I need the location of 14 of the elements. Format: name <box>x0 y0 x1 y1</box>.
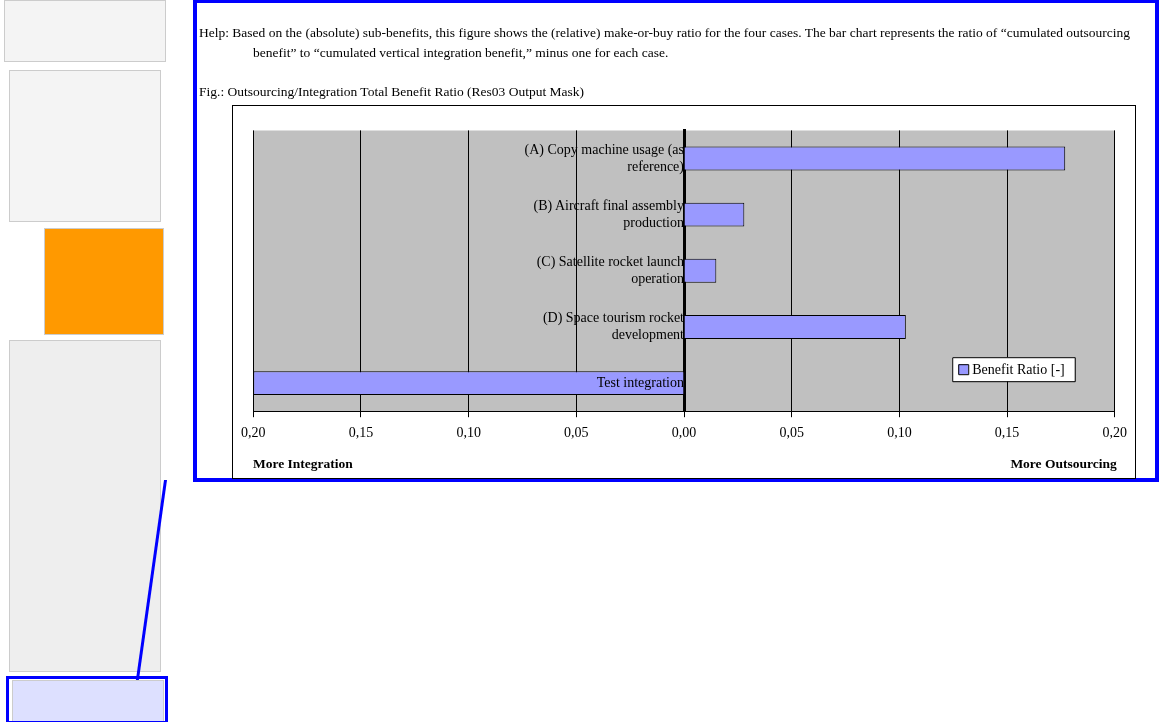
legend-label: Benefit Ratio [-] <box>972 361 1065 377</box>
x-tick-label: 0,15 <box>994 425 1020 441</box>
chart-title: Fig.: Outsourcing/Integration Total Benefit Ratio (Res03 Output Mask) <box>199 84 585 100</box>
x-tick-label: 0,10 <box>887 425 912 441</box>
x-tick-label: 0,15 <box>348 425 374 441</box>
text: More Integration <box>253 456 354 471</box>
x-tick-label: 0,05 <box>564 425 589 441</box>
text: More Outsourcing <box>1010 456 1117 471</box>
x-tick-label: 0,00 <box>671 425 697 441</box>
x-tick-label: 0,20 <box>241 425 266 441</box>
x-tick-label: 0,05 <box>779 425 804 441</box>
x-tick-label: 0,10 <box>456 425 481 441</box>
text: Help: Based on the (absolute) sub-benefits, this figure shows the (relative) make-or-buy ratio for the four cases. The bar chart represents the ratio of “cumulated outsourcing benefit” to “cumulated vertical integration benefit,” minus one for each case. <box>198 24 1132 62</box>
x-tick-label: 0,20 <box>1102 425 1127 441</box>
